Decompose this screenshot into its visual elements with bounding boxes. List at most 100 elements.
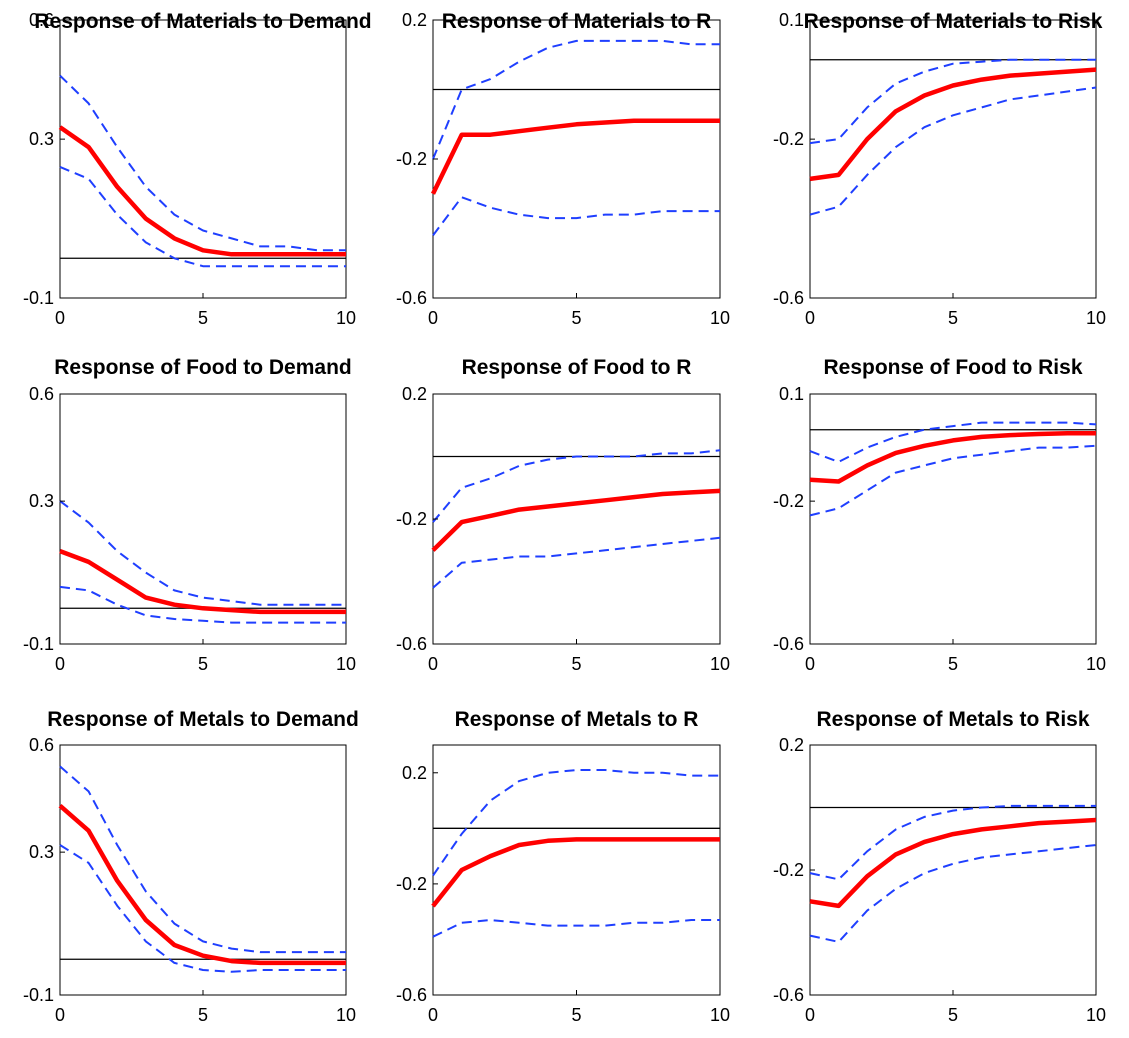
upper-band-line [432, 39, 720, 160]
panel-title: Response of Materials to Risk [804, 10, 1103, 33]
response-line [58, 125, 346, 257]
y-tick-label: -0.2 [773, 860, 804, 880]
lower-band-line [432, 919, 720, 938]
panel-6: Response of Food to Risk -0.6 -0.2 0.1 0 5 10 [773, 356, 1106, 674]
panel-title: Response of Metals to Demand [47, 708, 359, 731]
axes-box [809, 744, 1097, 996]
y-tick-label: 0.2 [402, 763, 427, 783]
panel-4: Response of Food to Demand -0.1 0.3 0.6 0 5 10 [23, 356, 356, 674]
y-tick-label: 0.3 [29, 491, 54, 511]
response-line [430, 118, 720, 195]
x-tick-label: 0 [805, 654, 815, 674]
panel-9: Response of Metals to Risk -0.6 -0.2 0.2 0 5 1… [773, 708, 1106, 1025]
x-tick-label: 10 [336, 1005, 356, 1025]
y-tick-label: -0.1 [23, 634, 54, 654]
y-tick-label: -0.2 [396, 509, 427, 529]
x-tick-label: 5 [571, 308, 581, 328]
response-line [809, 431, 1096, 484]
x-tick-label: 5 [948, 308, 958, 328]
lower-band-line [432, 196, 720, 237]
x-tick-label: 5 [198, 654, 208, 674]
response-line [809, 67, 1097, 182]
upper-band-line [59, 74, 346, 252]
panel-title: Response of Food to Risk [823, 356, 1082, 379]
panel-title: Response of Materials to R [442, 10, 712, 33]
upper-band-line [432, 449, 721, 523]
upper-band-line [59, 765, 346, 954]
lower-band-line [59, 585, 346, 624]
lower-band-line [809, 844, 1097, 943]
y-tick-label: -0.6 [396, 985, 427, 1005]
upper-band-line [809, 421, 1097, 463]
y-tick-label: 0.2 [402, 10, 427, 30]
y-tick-label: 0.2 [402, 384, 427, 404]
lower-band-line [432, 536, 721, 589]
x-tick-label: 10 [336, 654, 356, 674]
y-tick-label: -0.2 [396, 149, 427, 169]
x-tick-label: 0 [428, 308, 438, 328]
upper-band-line [809, 58, 1096, 145]
x-tick-label: 5 [198, 308, 208, 328]
y-tick-label: -0.1 [23, 985, 54, 1005]
response-line [58, 804, 346, 966]
panel-title: Response of Materials to Demand [34, 10, 371, 33]
upper-band-line [432, 769, 720, 877]
panel-1: Response of Materials to Demand -0.1 0.3 0.… [23, 10, 372, 328]
x-tick-label: 0 [55, 654, 65, 674]
y-tick-label: 0.2 [779, 735, 804, 755]
panel-title: Response of Metals to Risk [816, 708, 1089, 731]
x-tick-label: 5 [571, 1005, 581, 1025]
y-tick-label: -0.6 [396, 634, 427, 654]
x-tick-label: 5 [948, 1005, 958, 1025]
y-tick-label: 0.1 [779, 10, 804, 30]
y-tick-label: -0.2 [396, 874, 427, 894]
x-tick-label: 5 [571, 654, 581, 674]
x-tick-label: 10 [710, 654, 730, 674]
y-tick-label: -0.2 [773, 491, 804, 511]
lower-band-line [809, 444, 1097, 517]
y-tick-label: 0.6 [29, 10, 54, 30]
x-tick-label: 5 [948, 654, 958, 674]
axes-box [432, 744, 721, 996]
y-tick-label: -0.6 [773, 288, 804, 308]
upper-band-line [809, 804, 1096, 881]
x-tick-label: 10 [336, 308, 356, 328]
response-line [809, 817, 1097, 909]
panel-7: Response of Metals to Demand -0.1 0.3 0.6 0 5… [23, 708, 359, 1025]
panel-title: Response of Food to Demand [54, 356, 352, 379]
y-tick-label: 0.6 [29, 384, 54, 404]
y-tick-label: -0.6 [396, 288, 427, 308]
y-tick-label: 0.3 [29, 842, 54, 862]
y-tick-label: 0.1 [779, 384, 804, 404]
axes-box [432, 19, 721, 299]
x-tick-label: 10 [1086, 654, 1106, 674]
x-tick-label: 0 [428, 1005, 438, 1025]
response-line [59, 548, 346, 615]
y-tick-label: -0.1 [23, 288, 54, 308]
x-tick-label: 10 [710, 1005, 730, 1025]
y-tick-label: -0.2 [773, 129, 804, 149]
panel-5: Response of Food to R -0.6 -0.2 0.2 0 5 10 [396, 356, 730, 674]
lower-band-line [809, 86, 1097, 216]
y-tick-label: 0.6 [29, 735, 54, 755]
x-tick-label: 0 [55, 308, 65, 328]
response-line [431, 837, 720, 908]
lower-band-line [59, 165, 346, 268]
x-tick-label: 5 [198, 1005, 208, 1025]
panel-title: Response of Food to R [462, 356, 692, 379]
panel-3: Response of Materials to Risk -0.6 -0.2 0.1… [773, 10, 1106, 328]
x-tick-label: 0 [55, 1005, 65, 1025]
x-tick-label: 10 [710, 308, 730, 328]
response-line [431, 488, 721, 552]
x-tick-label: 0 [428, 654, 438, 674]
x-tick-label: 0 [805, 1005, 815, 1025]
x-tick-label: 10 [1086, 308, 1106, 328]
y-tick-label: -0.6 [773, 985, 804, 1005]
y-tick-label: 0.3 [29, 129, 54, 149]
panel-8: Response of Metals to R -0.6 -0.2 0.2 0 5 10 [396, 708, 730, 1025]
panel-title: Response of Metals to R [455, 708, 699, 731]
y-tick-label: -0.6 [773, 634, 804, 654]
x-tick-label: 10 [1086, 1005, 1106, 1025]
x-tick-label: 0 [805, 308, 815, 328]
